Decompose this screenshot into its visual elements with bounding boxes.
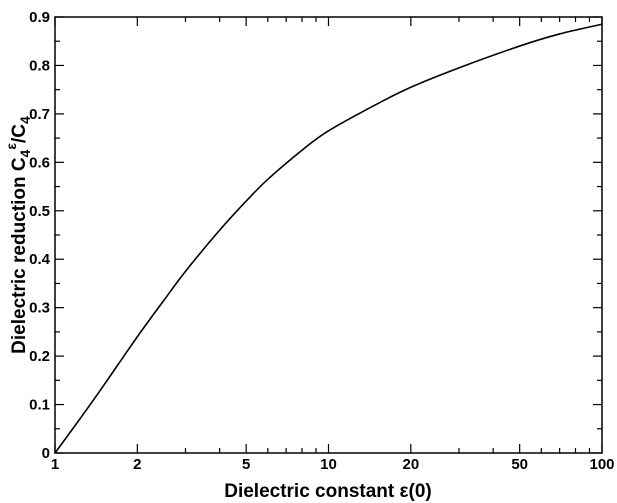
plot-frame bbox=[54, 16, 603, 454]
y-tick-label: 0.3 bbox=[29, 300, 50, 317]
y-tick-label: 0.5 bbox=[29, 203, 50, 220]
y-tick-label: 0.9 bbox=[29, 9, 50, 26]
x-tick-label: 100 bbox=[589, 456, 614, 473]
y-tick-label: 0.4 bbox=[29, 251, 51, 268]
x-tick-label: 1 bbox=[51, 456, 59, 473]
x-tick-label: 20 bbox=[402, 456, 419, 473]
x-tick-label: 10 bbox=[320, 456, 337, 473]
x-tick-label: 50 bbox=[511, 456, 528, 473]
y-tick-label: 0.6 bbox=[29, 154, 50, 171]
data-line bbox=[54, 23, 603, 454]
y-axis-label-sup1: ε bbox=[3, 143, 19, 150]
y-axis-label-sub1: 4 bbox=[17, 149, 33, 157]
y-tick-label: 0.1 bbox=[29, 397, 50, 414]
y-tick-label: 0.8 bbox=[29, 57, 50, 74]
y-tick-label: 0 bbox=[42, 445, 50, 462]
y-axis-label-slash: /C bbox=[9, 124, 30, 143]
x-axis-label: Dielectric constant ε(0) bbox=[224, 481, 432, 502]
tick-labels: 0 0.1 0.2 0.3 0.4 0.5 0.6 0.7 0.8 0.9 1 2 5 10 20 50 100 bbox=[29, 9, 614, 473]
y-tick-label: 0.7 bbox=[29, 106, 50, 123]
y-tick-label: 0.2 bbox=[29, 348, 50, 365]
x-tick-label: 2 bbox=[133, 456, 141, 473]
y-axis-label-prefix: Dielectric reduction C bbox=[9, 157, 30, 354]
y-axis-label: Dielectric reduction C4ε/C4 bbox=[3, 116, 33, 354]
y-axis-label-sub2: 4 bbox=[17, 116, 33, 124]
tick-marks bbox=[54, 16, 603, 454]
x-tick-label: 5 bbox=[242, 456, 250, 473]
